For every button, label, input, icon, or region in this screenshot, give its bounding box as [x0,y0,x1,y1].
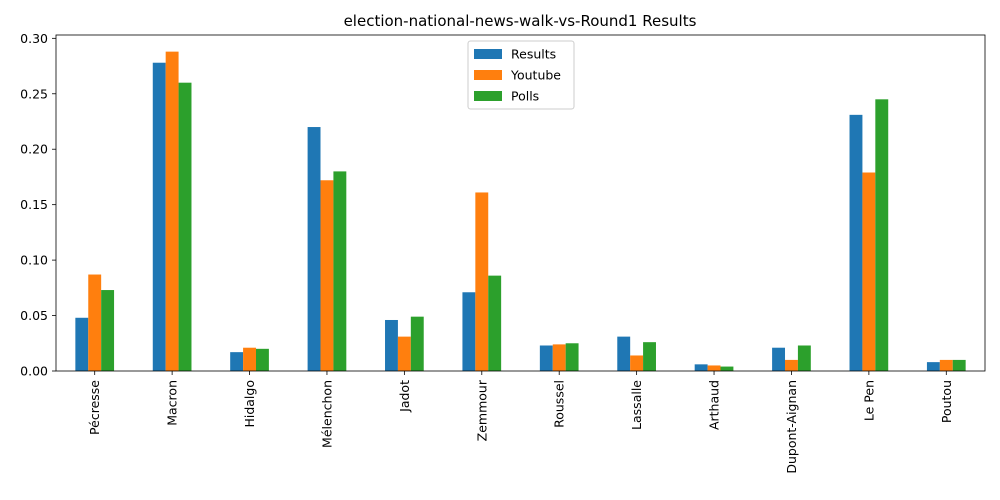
x-tick-label: Arthaud [707,380,722,430]
bar-youtube-9 [785,359,798,371]
legend-label-youtube: Youtube [510,68,561,83]
bar-youtube-7 [630,355,644,371]
plot-frame [55,34,986,372]
x-tick-label: Pécresse [87,380,102,435]
bar-youtube-1 [165,51,179,371]
legend-swatch-polls [474,91,502,101]
bar-results-9 [772,347,786,371]
bar-polls-10 [875,99,889,371]
bar-youtube-2 [243,347,256,371]
bar-polls-5 [488,275,502,371]
bar-polls-7 [643,342,656,371]
bar-youtube-11 [939,359,953,371]
bar-polls-6 [565,343,579,371]
bar-youtube-4 [397,336,411,371]
y-tick-label: 0.15 [20,197,48,212]
y-tick-label: 0.00 [20,364,48,379]
bar-youtube-3 [320,180,334,371]
bar-results-10 [849,114,863,371]
bar-polls-0 [101,290,115,371]
legend-label-results: Results [511,47,556,62]
chart-title: election-national-news-walk-vs-Round1 Re… [344,12,697,30]
legend-swatch-youtube [474,70,502,80]
bar-results-3 [307,127,321,371]
y-tick-label: 0.20 [20,142,48,157]
bar-results-1 [152,62,166,371]
y-tick-label: 0.30 [20,31,48,46]
bar-youtube-10 [862,172,876,371]
y-tick-label: 0.10 [20,253,48,268]
x-tick-label: Lassalle [629,380,644,430]
y-tick-label: 0.05 [20,308,48,323]
legend-swatch-results [474,49,502,59]
bar-polls-11 [952,359,966,371]
bar-results-0 [75,317,89,371]
x-axis-ticks: Pécresse Macron Hidalgo Mélenchon Jadot Zemmo… [87,371,954,474]
bar-results-6 [539,345,553,371]
bar-results-8 [694,364,708,371]
bar-results-2 [230,352,244,371]
y-tick-label: 0.25 [20,86,48,101]
bar-youtube-8 [707,365,721,371]
bar-polls-3 [333,171,347,371]
bar-polls-8 [720,366,734,371]
x-tick-label: Le Pen [861,380,876,421]
bar-results-5 [462,292,476,371]
bar-results-7 [617,336,631,371]
bar-youtube-0 [88,274,102,371]
bar-youtube-6 [552,344,566,371]
x-tick-label: Poutou [939,380,954,423]
bar-results-11 [926,362,940,371]
bar-results-4 [385,319,398,371]
bar-polls-2 [255,348,269,371]
legend: Results Youtube Polls [467,40,575,110]
x-tick-label: Roussel [552,380,567,428]
x-tick-label: Jadot [397,380,412,413]
bar-polls-9 [797,345,811,371]
x-tick-label: Macron [165,380,180,426]
legend-label-polls: Polls [511,89,539,104]
x-tick-label: Zemmour [474,379,489,441]
bar-youtube-5 [475,192,489,371]
bar-polls-1 [178,82,192,371]
x-tick-label: Dupont-Aignan [784,380,799,474]
y-axis-ticks: 0.00 0.05 0.10 0.15 0.20 0.25 0.30 [20,31,56,379]
x-tick-label: Mélenchon [319,380,334,448]
bar-polls-4 [410,316,424,371]
x-tick-label: Hidalgo [242,380,257,428]
bars-group [75,51,966,371]
